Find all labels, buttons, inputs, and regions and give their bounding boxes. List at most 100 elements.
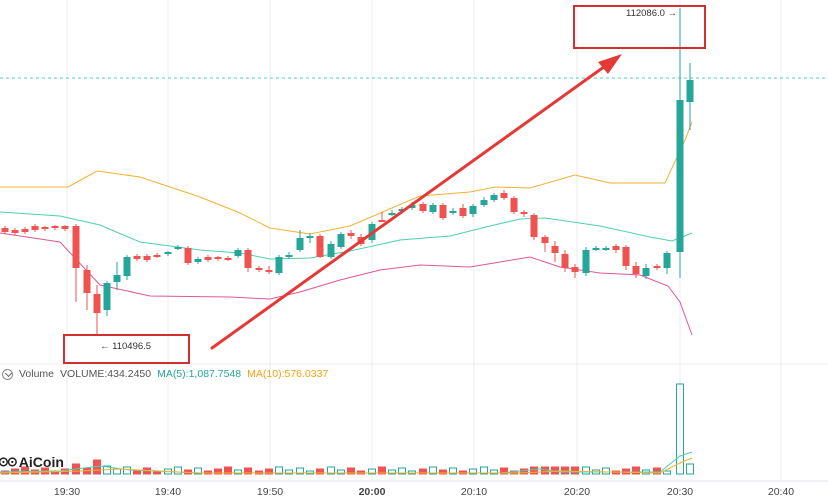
volume-bar-up <box>602 467 610 475</box>
volume-bar-down <box>419 468 427 475</box>
volume-bar-down <box>214 468 222 475</box>
candle-down <box>561 254 569 268</box>
candle-up <box>194 259 202 262</box>
volume-value: VOLUME:434.2450 <box>60 368 152 380</box>
collapse-chevron-icon[interactable] <box>2 368 13 380</box>
candle-up <box>582 250 590 273</box>
ma-upper-line <box>0 121 693 235</box>
x-tick-label: 19:40 <box>155 486 181 498</box>
volume-bar-up <box>398 467 406 475</box>
candle-down <box>551 246 559 253</box>
candle-up <box>337 234 345 247</box>
volume-ma5: MA(5):1,087.7548 <box>157 368 242 380</box>
candle-up <box>234 250 242 256</box>
candle-down <box>265 270 273 272</box>
volume-bar-up <box>285 469 293 475</box>
volume-bar-up <box>663 470 671 475</box>
volume-bar-down <box>347 467 355 475</box>
candle-down <box>61 226 69 229</box>
x-tick-label: 20:40 <box>768 486 794 498</box>
volume-bar-up <box>388 469 396 475</box>
candle-up <box>429 205 437 212</box>
volume-bar-up <box>449 467 457 475</box>
volume-bars <box>0 383 694 475</box>
candle-up <box>676 100 684 252</box>
volume-bar-up <box>469 468 477 475</box>
volume-bar-up <box>296 467 304 475</box>
aicoin-logo-icon: ⊙⊙ <box>0 454 18 469</box>
candle-down <box>632 266 640 274</box>
x-tick-label: 19:30 <box>54 486 80 498</box>
volume-bar-up <box>327 466 335 475</box>
candle-up <box>103 283 111 310</box>
candle-up <box>449 211 457 213</box>
volume-bar-down <box>316 468 324 475</box>
volume-ma10-line <box>0 457 693 474</box>
candle-down <box>72 226 80 268</box>
candle-up <box>174 247 182 249</box>
ma-middle-line <box>0 211 693 260</box>
grid-lines <box>0 0 828 482</box>
candle-down <box>1 228 9 232</box>
candle-down <box>459 208 467 216</box>
volume-bar-up <box>194 467 202 475</box>
volume-bar-up <box>582 466 590 475</box>
candle-down <box>21 229 29 232</box>
candle-up <box>642 268 650 276</box>
volume-bar-down <box>500 467 508 475</box>
volume-bar-down <box>224 466 232 475</box>
candle-up <box>296 238 304 250</box>
volume-bar-down <box>561 466 569 475</box>
low-callout-box <box>63 334 190 364</box>
aicoin-logo: ⊙⊙ AiCoin <box>0 454 64 470</box>
candle-up <box>327 244 335 257</box>
candle-down <box>500 193 508 198</box>
trend-arrow-head <box>598 54 622 74</box>
candle-down <box>439 205 447 218</box>
candle-down <box>51 226 59 228</box>
candles <box>1 8 694 335</box>
volume-bar-up <box>337 469 345 475</box>
candle-up <box>285 255 293 257</box>
volume-bar-up <box>174 466 182 475</box>
volume-bar-up <box>676 383 684 475</box>
volume-bar-up <box>490 469 498 475</box>
candle-up <box>113 275 121 282</box>
candle-down <box>541 237 549 243</box>
volume-bar-down <box>632 466 640 475</box>
low-price-label: ← 110496.5 <box>100 341 151 352</box>
volume-legend: Volume VOLUME:434.2450 MA(5):1,087.7548 … <box>2 367 328 381</box>
candle-down <box>653 266 661 268</box>
candle-up <box>686 80 694 102</box>
candle-down <box>31 226 39 230</box>
volume-bar-down <box>244 467 252 475</box>
candle-up <box>490 195 498 200</box>
candle-down <box>41 227 49 229</box>
candle-up <box>123 257 131 276</box>
candle-down <box>612 246 620 250</box>
candle-down <box>419 204 427 211</box>
volume-bar-up <box>123 466 131 475</box>
volume-title: Volume <box>19 368 55 380</box>
volume-ma10: MA(10):576.0337 <box>247 368 329 380</box>
candle-down <box>520 212 528 214</box>
candle-down <box>93 294 101 313</box>
volume-bar-down <box>378 466 386 475</box>
brand-name: AiCoin <box>18 454 64 470</box>
volume-bar-up <box>686 463 694 475</box>
x-tick-label: 20:00 <box>359 486 386 498</box>
candle-up <box>663 253 671 268</box>
candle-up <box>469 206 477 214</box>
indicator-bands <box>0 121 693 336</box>
candle-up <box>164 252 172 254</box>
candle-up <box>388 213 396 215</box>
candle-down <box>571 267 579 272</box>
volume-bar-down <box>571 466 579 475</box>
candle-down <box>214 257 222 259</box>
volume-bar-up <box>429 466 437 475</box>
x-tick-label: 20:30 <box>667 486 693 498</box>
high-callout-box <box>573 5 706 49</box>
candle-down <box>224 258 232 260</box>
volume-bar-down <box>520 468 528 475</box>
